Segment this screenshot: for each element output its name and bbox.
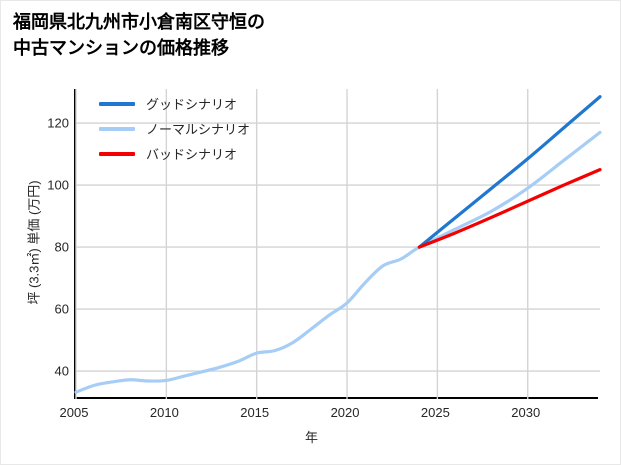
plot-area bbox=[74, 89, 602, 399]
x-tick-label: 2020 bbox=[330, 405, 360, 420]
legend-item-label: ノーマルシナリオ bbox=[146, 122, 251, 137]
legend-color-swatch bbox=[99, 101, 135, 106]
x-tick-label: 2015 bbox=[240, 405, 270, 420]
x-axis-label: 年 bbox=[304, 430, 318, 445]
y-axis-label: 坪 (3.3㎡) 単価 (万円) bbox=[26, 180, 42, 305]
x-tick-label: 2025 bbox=[420, 405, 450, 420]
chart-title: 福岡県北九州市小倉南区守恒の 中古マンションの価格推移 bbox=[13, 12, 265, 58]
y-tick-label: 80 bbox=[54, 239, 69, 255]
plot-svg bbox=[74, 89, 602, 399]
y-axis-tick-labels: 40 60 80 100 120 bbox=[19, 89, 69, 399]
x-tick-label: 2005 bbox=[59, 405, 89, 420]
grid-lines bbox=[75, 89, 600, 399]
legend-color-swatch bbox=[99, 151, 135, 156]
y-tick-label: 100 bbox=[47, 177, 69, 193]
chart-legend: グッドシナリオ ノーマルシナリオ バッドシナリオ bbox=[99, 91, 329, 166]
legend-item[interactable]: バッドシナリオ bbox=[99, 141, 329, 166]
series-line bbox=[74, 130, 602, 394]
series-line bbox=[417, 95, 602, 249]
series-line bbox=[417, 168, 602, 249]
legend-item[interactable]: グッドシナリオ bbox=[99, 91, 329, 116]
y-tick-label: 60 bbox=[54, 301, 69, 317]
legend-color-swatch bbox=[99, 126, 135, 131]
x-tick-label: 2030 bbox=[511, 405, 541, 420]
y-tick-label: 120 bbox=[47, 115, 69, 131]
y-tick-label: 40 bbox=[54, 363, 69, 379]
x-axis-tick-labels: 2005 2010 2015 2020 2025 2030 bbox=[60, 405, 598, 425]
legend-item-label: グッドシナリオ bbox=[146, 97, 238, 112]
legend-item[interactable]: ノーマルシナリオ bbox=[99, 116, 329, 141]
x-tick-label: 2010 bbox=[149, 405, 179, 420]
series-lines bbox=[74, 95, 602, 394]
legend-item-label: バッドシナリオ bbox=[146, 147, 238, 162]
